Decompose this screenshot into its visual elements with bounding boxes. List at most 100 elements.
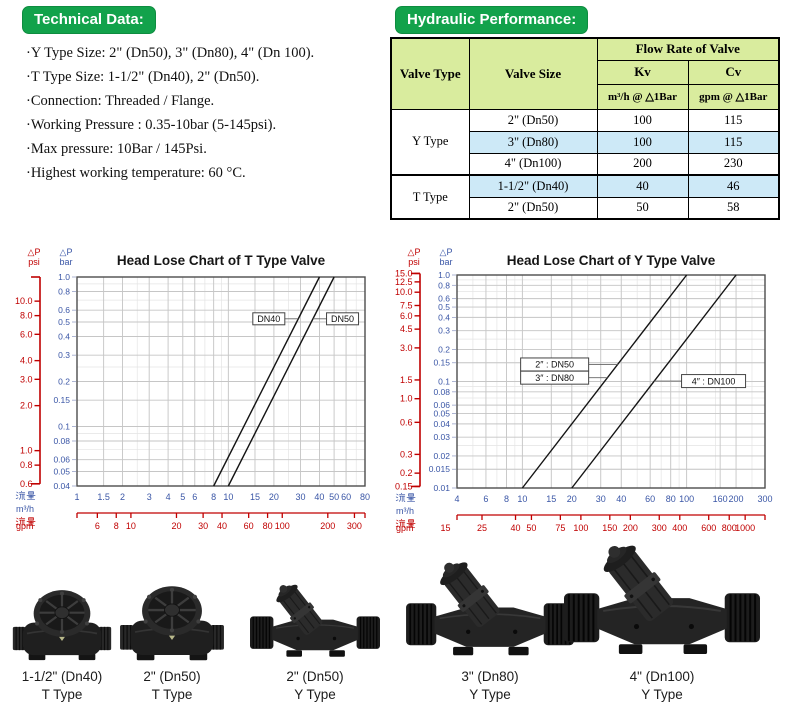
svg-text:4.0: 4.0 — [20, 356, 33, 366]
svg-text:3: 3 — [147, 492, 152, 502]
svg-text:50: 50 — [526, 523, 536, 533]
svg-text:4: 4 — [454, 494, 459, 504]
svg-text:m³/h: m³/h — [396, 506, 414, 516]
product-card: 2" (Dn50) T Type — [110, 548, 234, 702]
valve-photo-y-dn50 — [243, 548, 387, 662]
svg-text:1.0: 1.0 — [438, 270, 450, 280]
grid — [457, 275, 765, 488]
product-type-label: T Type — [41, 687, 83, 702]
svg-text:3.0: 3.0 — [400, 343, 413, 353]
svg-text:8: 8 — [504, 494, 509, 504]
flow-cjk-label — [15, 516, 36, 526]
svg-text:60: 60 — [645, 494, 655, 504]
svg-text:1.5: 1.5 — [400, 375, 413, 385]
svg-text:0.015: 0.015 — [429, 464, 451, 474]
plot-border — [456, 274, 766, 489]
table-cell: 115 — [687, 130, 780, 154]
svg-text:20: 20 — [269, 492, 279, 502]
col-header-cv: Cv — [687, 59, 780, 85]
svg-text:15: 15 — [546, 494, 556, 504]
svg-text:0.08: 0.08 — [53, 436, 70, 446]
svg-text:1.0: 1.0 — [20, 446, 33, 456]
flow-cjk-label — [15, 490, 36, 500]
svg-text:100: 100 — [275, 521, 290, 531]
svg-text:10.0: 10.0 — [395, 287, 413, 297]
svg-text:75: 75 — [555, 523, 565, 533]
product-size-label: 2" (Dn50) — [143, 669, 201, 684]
svg-text:6.0: 6.0 — [20, 329, 33, 339]
tech-item: ·Highest working temperature: 60 °C. — [26, 165, 246, 181]
head-loss-chart-y-type: 2″ : DN50 3″ : DN80 4″ : DN100 4 6 8 10 15 20 30 4… — [390, 243, 785, 553]
table-cell: 200 — [596, 152, 689, 176]
annotations: DN40 DN50 — [252, 312, 360, 326]
psi-axis: 15.012.510.0 7.56.0 4.5 3.0 1.5 1.0 0.6 0.3 0.2 0… — [395, 268, 421, 491]
svg-text:300: 300 — [652, 523, 667, 533]
svg-text:0.1: 0.1 — [438, 377, 450, 387]
svg-text:30: 30 — [296, 492, 306, 502]
svg-text:10: 10 — [223, 492, 233, 502]
svg-text:0.03: 0.03 — [433, 432, 450, 442]
svg-text:600: 600 — [701, 523, 716, 533]
grid — [77, 277, 365, 486]
svg-text:0.04: 0.04 — [433, 419, 450, 429]
svg-text:△P: △P — [408, 247, 421, 257]
tech-item: ·Max pressure: 10Bar / 145Psi. — [26, 141, 207, 157]
product-type-label: T Type — [151, 687, 193, 702]
table-cell: 40 — [596, 174, 689, 198]
svg-text:30: 30 — [596, 494, 606, 504]
svg-text:gpm: gpm — [16, 521, 34, 531]
annotations: 2″ : DN50 3″ : DN80 4″ : DN100 — [520, 357, 747, 389]
svg-text:0.02: 0.02 — [433, 451, 450, 461]
table-cell: 2" (Dn50) — [468, 196, 598, 220]
svg-text:2: 2 — [120, 492, 125, 502]
y-valve-illustration — [405, 552, 575, 657]
svg-text:gpm: gpm — [396, 523, 414, 533]
svg-text:40: 40 — [511, 523, 521, 533]
product-size-label: 1-1/2" (Dn40) — [21, 669, 103, 684]
bar-axis-labels: 1.00.8 0.60.50.4 0.3 0.2 0.15 0.10.08 0.060.05… — [429, 270, 456, 493]
svg-text:0.6: 0.6 — [20, 479, 33, 489]
svg-text:12.5: 12.5 — [395, 277, 413, 287]
svg-text:DN40: DN40 — [257, 314, 280, 324]
svg-text:160: 160 — [713, 494, 728, 504]
product-card: 1-1/2" (Dn40) T Type — [0, 548, 124, 702]
table-cell: 58 — [687, 196, 780, 220]
svg-text:8: 8 — [114, 521, 119, 531]
svg-text:0.04: 0.04 — [53, 481, 70, 491]
svg-text:4″ : DN100: 4″ : DN100 — [692, 376, 736, 386]
svg-text:200: 200 — [320, 521, 335, 531]
svg-text:2″ : DN50: 2″ : DN50 — [535, 360, 574, 370]
svg-text:△P: △P — [440, 247, 453, 257]
cv-unit: gpm @ △1Bar — [687, 83, 780, 110]
series-label-box — [252, 312, 286, 326]
svg-text:0.8: 0.8 — [438, 280, 450, 290]
col-header-flow-rate: Flow Rate of Valve — [596, 37, 780, 61]
hydraulic-performance-table: Valve Type Valve Size Flow Rate of Valve… — [390, 37, 781, 220]
product-size-label: 2" (Dn50) — [286, 669, 344, 684]
valve-type-cell: Y Type — [390, 108, 470, 176]
kv-unit: m³/h @ △1Bar — [596, 83, 689, 110]
valve-photo-t-dn40 — [0, 548, 124, 662]
technical-data-heading: Technical Data: — [22, 6, 156, 34]
table-cell: 1-1/2" (Dn40) — [468, 174, 598, 198]
svg-text:6: 6 — [483, 494, 488, 504]
valve-photo-y-dn100 — [555, 534, 769, 662]
technical-data-list: ·Y Type Size: 2" (Dn50), 3" (Dn80), 4" (… — [26, 41, 391, 185]
table-cell: 115 — [687, 108, 780, 132]
svg-text:0.5: 0.5 — [58, 317, 70, 327]
svg-text:25: 25 — [477, 523, 487, 533]
svg-text:300: 300 — [347, 521, 362, 531]
col-header-valve-type: Valve Type — [390, 37, 470, 110]
svg-text:0.2: 0.2 — [438, 344, 450, 354]
svg-text:150: 150 — [602, 523, 617, 533]
flow-cjk-label — [395, 518, 416, 528]
svg-text:60: 60 — [244, 521, 254, 531]
series-line — [213, 276, 321, 487]
svg-text:100: 100 — [573, 523, 588, 533]
valve-type-cell: T Type — [390, 174, 470, 220]
svg-text:0.15: 0.15 — [53, 395, 70, 405]
svg-text:0.6: 0.6 — [400, 417, 413, 427]
table-cell: 2" (Dn50) — [468, 108, 598, 132]
svg-text:40: 40 — [616, 494, 626, 504]
